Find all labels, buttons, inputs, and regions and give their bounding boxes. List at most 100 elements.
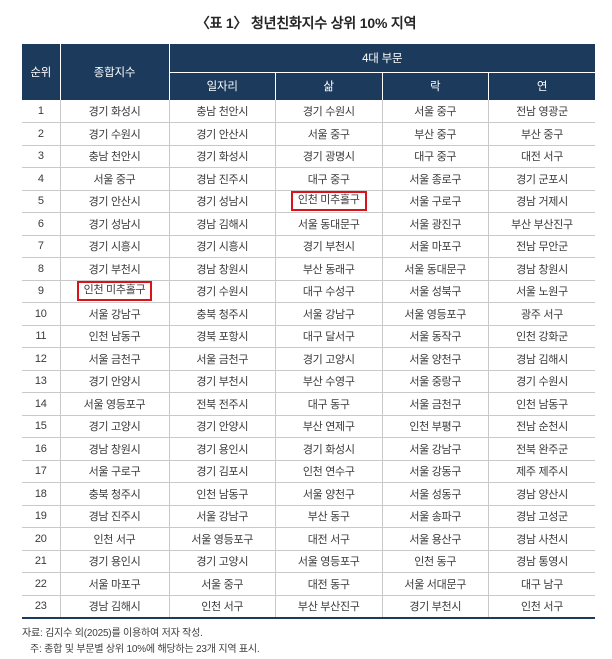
region-cell: 경기 안양시 [168,415,276,438]
region-cell: 서울 중랑구 [381,370,489,393]
region-cell: 경기 화성시 [275,437,382,461]
region-cell: 인천 강화군 [488,325,596,348]
table-body: 1 경기 화성시 충남 천안시 경기 수원시 서울 중구 전남 영광군 2 경기 수원시 경기 … [22,100,596,618]
region-cell: 서울 중구 [275,122,382,146]
region-cell: 서울 용산구 [381,527,489,551]
rank-cell: 15 [22,415,60,438]
region-cell: 경남 김해시 [59,595,169,618]
table-row: 10 서울 강남구 충북 청주시 서울 강남구 서울 영등포구 광주 서구 [22,302,596,326]
rank-cell: 2 [22,122,60,146]
rank-cell: 23 [34,600,47,612]
region-cell: 서울 중구 [168,572,276,596]
region-cell: 경기 고양시 [59,415,169,438]
region-cell: 제주 제주시 [488,460,596,483]
region-cell: 서울 마포구 [59,572,169,596]
table-row: 11 인천 남동구 경북 포항시 대구 달서구 서울 동작구 인천 강화군 [22,325,596,348]
region-cell: 경기 부천시 [275,235,382,258]
region-cell: 경남 통영시 [488,550,596,573]
region-cell: 인천 서구 [168,595,276,618]
table-row: 22 서울 마포구 서울 중구 대전 동구 서울 서대문구 대구 남구 [22,572,596,596]
region-cell: 충남 천안시 [168,100,276,123]
region-cell: 인천 남동구 [488,392,596,416]
region-cell: 부산 부산진구 [275,595,382,618]
region-cell: 인천 서구 [488,595,596,618]
region-cell: 서울 동작구 [381,325,489,348]
region-cell: 경기 수원시 [59,122,169,146]
region-cell: 서울 노원구 [488,280,596,303]
rank-cell: 9 [22,280,60,303]
region-cell: 전북 전주시 [168,392,276,416]
region-cell: 서울 금천구 [59,347,169,371]
table-row: 2 경기 수원시 경기 안산시 서울 중구 부산 중구 부산 중구 [22,122,596,146]
region-cell: 경기 부천시 [168,370,276,393]
display-note: 주: 종합 및 부문별 상위 10%에 해당하는 23개 지역 표시. [30,644,260,655]
region-cell: 서울 강남구 [59,302,169,326]
col-header-life: 삶 [275,72,382,100]
region-cell: 경기 시흥시 [168,235,276,258]
region-cell: 경남 김해시 [488,347,596,371]
region-cell: 경기 안산시 [59,190,169,213]
region-cell: 충남 천안시 [59,145,169,168]
region-cell: 인천 남동구 [59,325,169,348]
region-cell: 대구 수성구 [275,280,382,303]
rank-cell: 18 [22,482,60,506]
region-cell: 경남 창원시 [59,437,169,461]
table-row: 23 경남 김해시 인천 서구 부산 부산진구 경기 부천시 인천 서구 [22,595,596,618]
col-header-group: 4대 부문 [168,44,596,73]
region-cell: 서울 영등포구 [381,302,489,326]
region-cell: 서울 송파구 [381,505,489,528]
region-cell: 서울 영등포구 [59,392,169,416]
region-cell: 경기 광명시 [275,145,382,168]
table-row: 3 충남 천안시 경기 화성시 경기 광명시 대구 중구 대전 서구 [22,145,596,168]
region-cell: 서울 금천구 [168,347,276,371]
rank-cell: 21 [22,550,60,573]
region-cell: 인천 미추홀구 [275,190,382,213]
region-cell: 서울 중구 [59,167,169,191]
highlight-box: 인천 미추홀구 [290,191,367,212]
table-row: 19 경남 진주시 서울 강남구 부산 동구 서울 송파구 경남 고성군 [22,505,596,528]
rank-cell: 4 [22,167,60,191]
table-row: 12 서울 금천구 서울 금천구 경기 고양시 서울 양천구 경남 김해시 [22,347,596,371]
rank-cell: 5 [22,190,60,213]
region-cell: 경기 성남시 [168,190,276,213]
region-cell: 경남 거제시 [488,190,596,213]
table-row: 13 경기 안양시 경기 부천시 부산 수영구 서울 중랑구 경기 수원시 [22,370,596,393]
rank-cell: 3 [22,145,60,168]
region-cell: 부산 연제구 [275,415,382,438]
region-cell: 경기 부천시 [59,257,169,281]
region-cell: 서울 영등포구 [168,527,276,551]
region-cell: 인천 서구 [59,527,169,551]
region-cell: 경남 창원시 [488,257,596,281]
region-cell: 서울 종로구 [381,167,489,191]
region-cell: 경남 진주시 [168,167,276,191]
rank-cell: 10 [22,302,60,326]
region-cell: 전남 영광군 [488,100,596,123]
region-cell: 대구 남구 [488,572,596,596]
region-cell: 경남 고성군 [488,505,596,528]
region-cell: 부산 동구 [275,505,382,528]
region-cell: 서울 마포구 [381,235,489,258]
rank-cell: 20 [22,527,60,551]
region-cell: 서울 양천구 [275,482,382,506]
region-cell: 서울 구로구 [381,190,489,213]
region-cell: 경기 군포시 [488,167,596,191]
rank-cell: 8 [22,257,60,281]
region-cell: 경기 용인시 [168,437,276,461]
region-cell: 경기 수원시 [168,280,276,303]
region-cell: 부산 중구 [381,122,489,146]
col-header-jobs: 일자리 [168,72,276,100]
region-cell: 서울 중구 [381,100,489,123]
region-cell: 대구 달서구 [275,325,382,348]
region-cell: 부산 부산진구 [488,212,596,236]
table-row: 5 경기 안산시 경기 성남시 인천 미추홀구 서울 구로구 경남 거제시 [22,190,596,213]
table-title: 〈표 1〉 청년친화지수 상위 10% 지역 [195,15,417,31]
region-cell: 서울 강동구 [381,460,489,483]
table-row: 9 인천 미추홀구 경기 수원시 대구 수성구 서울 성북구 서울 노원구 [22,280,596,303]
rank-cell: 19 [22,505,60,528]
region-cell: 충북 청주시 [59,482,169,506]
region-cell: 전남 무안군 [488,235,596,258]
region-cell: 경기 고양시 [168,550,276,573]
rank-cell: 14 [22,392,60,416]
region-cell: 서울 강남구 [381,437,489,461]
